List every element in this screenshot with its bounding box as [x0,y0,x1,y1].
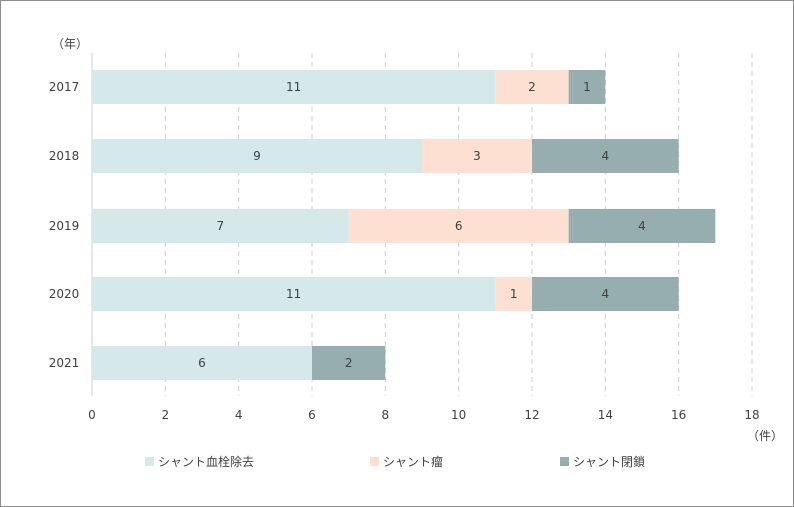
value-ticks: 0 2 4 6 8 10 12 14 16 18 [88,408,759,422]
data-label-2020-series-1: 11 [286,287,301,301]
bars [92,70,716,380]
bar-2019-series-3 [568,209,716,243]
category-tick-2017: 2017 [49,80,80,94]
data-label-2019-series-3: 4 [638,219,646,233]
bar-2017-series-2 [495,70,569,104]
value-tick-14: 14 [598,408,613,422]
value-tick-10: 10 [451,408,466,422]
bar-2020-series-2 [495,277,532,311]
legend-item-series-2: シャント瘤 [370,453,443,470]
category-axis-unit: （年） [52,37,88,51]
data-label-2019-series-1: 7 [217,219,225,233]
data-labels: 11 2 19 3 47 6 411 1 46 2 [198,80,646,370]
bar-2018-series-2 [422,139,532,173]
data-label-2018-series-2: 3 [473,149,481,163]
legend-label: シャント血栓除去 [158,455,255,469]
bar-2018-series-3 [532,139,679,173]
data-label-2017-series-2: 2 [528,80,536,94]
value-tick-0: 0 [88,408,96,422]
value-tick-12: 12 [524,408,539,422]
value-axis-unit: （件） [747,429,783,443]
data-label-2020-series-3: 4 [602,287,610,301]
data-label-2021-series-3: 2 [345,356,353,370]
data-label-2019-series-2: 6 [455,219,463,233]
data-label-2021-series-1: 6 [198,356,206,370]
value-tick-8: 8 [382,408,390,422]
legend-item-series-1: シャント血栓除去 [145,453,254,470]
category-tick-2019: 2019 [49,219,80,233]
bar-2020-series-3 [532,277,679,311]
data-label-2018-series-1: 9 [253,149,261,163]
bar-2018-series-1 [92,139,422,173]
legend-label: シャント閉鎖 [573,455,646,469]
bar-2020-series-1 [92,277,496,311]
bar-2019-series-2 [348,209,569,243]
category-tick-2021: 2021 [49,356,80,370]
legend: シャント血栓除去 シャント瘤 シャント閉鎖 [0,453,794,473]
bar-2021-series-1 [92,346,312,380]
value-tick-16: 16 [671,408,686,422]
category-tick-2018: 2018 [49,149,80,163]
value-tick-4: 4 [235,408,243,422]
legend-swatch [370,457,379,466]
data-label-2018-series-3: 4 [602,149,610,163]
legend-swatch [145,457,154,466]
bar-2021-series-3 [312,346,386,380]
category-ticks: 2017 2018 2019 2020 2021 [49,80,80,370]
category-tick-2020: 2020 [49,287,80,301]
legend-label: シャント瘤 [383,455,444,469]
value-tick-6: 6 [308,408,316,422]
legend-item-series-3: シャント閉鎖 [560,453,645,470]
value-tick-2: 2 [162,408,170,422]
data-label-2017-series-3: 1 [583,80,591,94]
value-tick-18: 18 [744,408,759,422]
legend-swatch [560,457,569,466]
data-label-2017-series-1: 11 [286,80,301,94]
data-label-2020-series-2: 1 [510,287,518,301]
bar-2017-series-1 [92,70,496,104]
bar-2019-series-1 [92,209,349,243]
bar-2017-series-3 [568,70,606,104]
